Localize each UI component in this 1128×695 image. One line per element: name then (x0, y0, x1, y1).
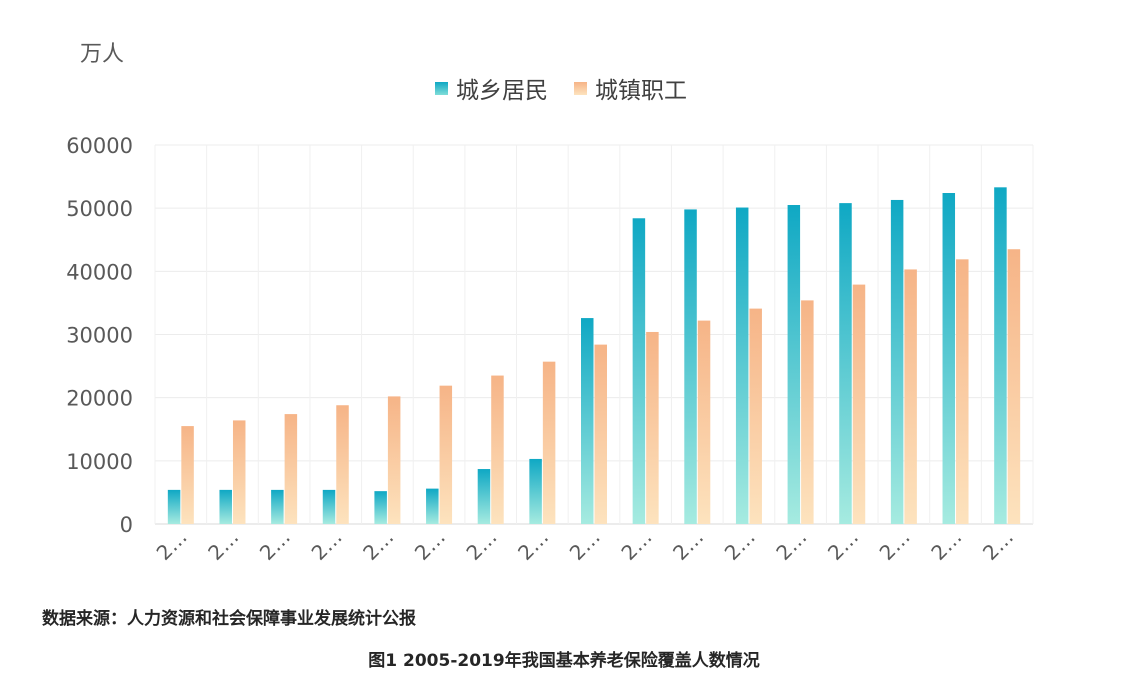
y-tick-label: 0 (120, 513, 133, 537)
legend-swatch-urban (574, 81, 587, 95)
x-tick-label: 2… (823, 525, 863, 565)
x-tick-label: 2… (461, 525, 501, 565)
bar-rural-residents (632, 218, 646, 525)
bar-urban-employees (336, 405, 349, 524)
legend-item-rural: 城乡居民 (435, 71, 548, 105)
bar-urban-employees (491, 375, 504, 524)
bar-urban-employees (801, 300, 814, 524)
bar-rural-residents (477, 469, 491, 524)
y-tick-label: 20000 (66, 387, 133, 411)
bar-rural-residents (890, 199, 904, 524)
bar-urban-employees (284, 414, 298, 524)
bar-urban-employees (904, 269, 917, 524)
x-tick-label: 2… (875, 525, 915, 565)
x-tick-label: 2… (358, 525, 398, 565)
bar-rural-residents (942, 193, 956, 525)
bar-rural-residents (426, 488, 439, 524)
legend-label-rural: 城乡居民 (456, 78, 548, 104)
bar-urban-employees (181, 426, 194, 524)
grid-lines (154, 144, 1034, 525)
bar-urban-employees (594, 344, 607, 524)
bar-urban-employees (646, 331, 659, 524)
legend-label-urban: 城镇职工 (595, 78, 687, 104)
y-unit-label: 万人 (80, 42, 125, 67)
legend-swatch-rural (435, 81, 448, 95)
bar-urban-employees (387, 396, 401, 524)
bar-rural-residents (684, 209, 697, 524)
bar-urban-employees (956, 259, 969, 524)
bar-rural-residents (374, 491, 387, 524)
legend-item-urban: 城镇职工 (574, 71, 687, 105)
y-axis-ticks: 0 10000 20000 30000 40000 50000 60000 (66, 134, 133, 537)
bar-rural-residents (787, 205, 801, 524)
bar-rural-residents (167, 489, 181, 524)
bar-urban-employees (439, 385, 453, 524)
bar-rural-residents (219, 489, 232, 524)
source-note: 数据来源：人力资源和社会保障事业发展统计公报 (42, 609, 416, 629)
bars (167, 187, 1021, 525)
bar-urban-employees (1007, 249, 1021, 524)
x-tick-label: 2… (307, 525, 347, 565)
x-tick-label: 2… (978, 525, 1018, 565)
x-tick-label: 2… (513, 525, 553, 565)
bar-urban-employees (542, 361, 556, 524)
y-tick-label: 40000 (66, 260, 133, 284)
bar-rural-residents (839, 203, 852, 524)
bar-rural-residents (735, 207, 749, 524)
bar-rural-residents (271, 489, 284, 524)
bar-rural-residents (529, 458, 542, 524)
x-tick-label: 2… (203, 525, 243, 565)
bar-rural-residents (581, 318, 594, 524)
y-tick-label: 60000 (66, 134, 133, 158)
bar-rural-residents (994, 187, 1007, 525)
y-tick-label: 30000 (66, 324, 133, 348)
bar-urban-employees (232, 420, 246, 524)
y-tick-label: 50000 (66, 197, 133, 221)
bar-urban-employees (852, 284, 866, 524)
x-tick-label: 2… (616, 525, 656, 565)
bar-urban-employees (697, 320, 711, 524)
bar-rural-residents (322, 489, 336, 524)
x-axis-ticks: 2… 2… 2… 2… 2… 2… 2… 2… 2… 2… 2… 2… 2… 2… 2… 2… 2… (152, 525, 1018, 565)
y-tick-label: 10000 (66, 450, 133, 474)
x-tick-label: 2… (668, 525, 708, 565)
x-tick-label: 2… (410, 525, 450, 565)
figure-caption: 图1 2005-2019年我国基本养老保险覆盖人数情况 (368, 651, 760, 671)
x-tick-label: 2… (720, 525, 760, 565)
x-tick-label: 2… (771, 525, 811, 565)
x-tick-label: 2… (926, 525, 966, 565)
x-tick-label: 2… (255, 525, 295, 565)
x-tick-label: 2… (565, 525, 605, 565)
legend: 城乡居民 城镇职工 (435, 71, 713, 105)
x-tick-label: 2… (152, 525, 192, 565)
bar-urban-employees (749, 308, 762, 524)
